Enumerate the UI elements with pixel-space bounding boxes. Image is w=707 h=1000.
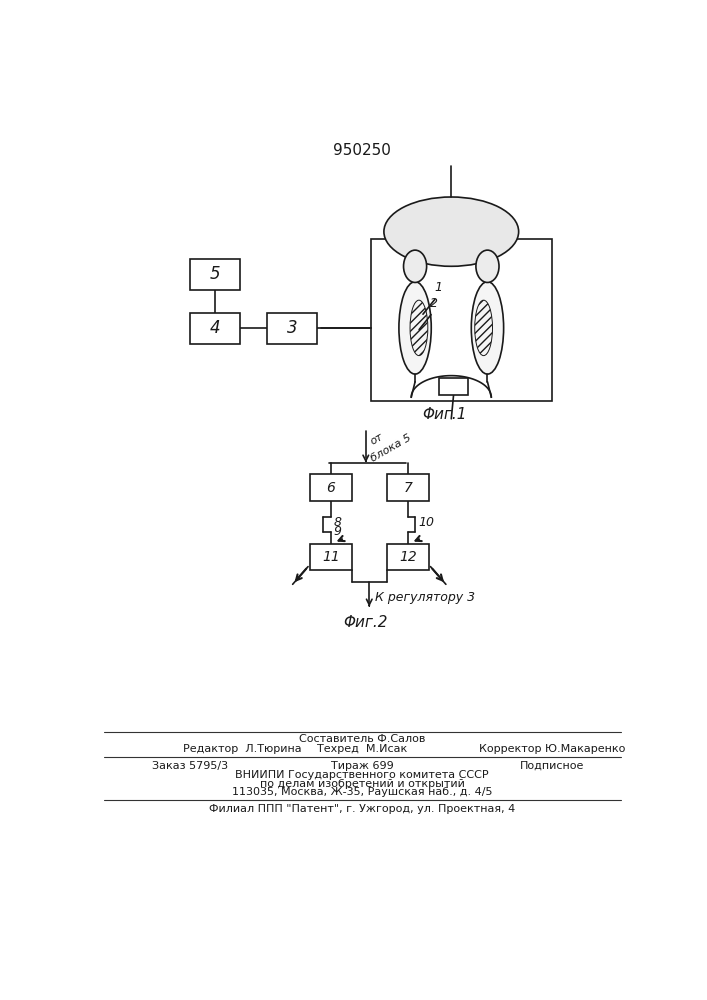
- Bar: [190, 259, 240, 290]
- Bar: [267, 313, 317, 344]
- Ellipse shape: [404, 250, 426, 282]
- Text: Филиал ППП "Патент", г. Ужгород, ул. Проектная, 4: Филиал ППП "Патент", г. Ужгород, ул. Про…: [209, 804, 515, 814]
- Text: К регулятору 3: К регулятору 3: [375, 591, 476, 604]
- Bar: [310, 474, 352, 501]
- Bar: [387, 544, 429, 570]
- Text: 7: 7: [403, 481, 412, 495]
- Text: Φиг.2: Φиг.2: [344, 615, 388, 630]
- Bar: [371, 239, 552, 401]
- Ellipse shape: [472, 282, 503, 374]
- Text: 5: 5: [210, 265, 221, 283]
- Text: блока 5: блока 5: [369, 432, 413, 464]
- Text: 4: 4: [210, 319, 221, 337]
- Text: 2: 2: [431, 297, 438, 310]
- Text: 113035, Москва, Ж-35, Раушская наб., д. 4/5: 113035, Москва, Ж-35, Раушская наб., д. …: [232, 787, 492, 797]
- Text: 9: 9: [334, 525, 342, 538]
- Text: 3: 3: [287, 319, 298, 337]
- Text: Составитель Ф.Салов: Составитель Ф.Салов: [299, 734, 425, 744]
- Bar: [310, 544, 352, 570]
- Text: Φиг.1: Φиг.1: [422, 407, 467, 422]
- Text: по делам изобретений и открытий: по делам изобретений и открытий: [259, 779, 464, 789]
- Text: 950250: 950250: [333, 143, 391, 158]
- Bar: [190, 313, 240, 344]
- Bar: [439, 378, 468, 395]
- Text: Тираж 699: Тираж 699: [331, 761, 393, 771]
- Text: Техред  М.Исак: Техред М.Исак: [317, 744, 407, 754]
- Bar: [387, 474, 429, 501]
- Text: Корректор Ю.Макаренко: Корректор Ю.Макаренко: [479, 744, 625, 754]
- Ellipse shape: [476, 250, 499, 282]
- Text: Заказ 5795/3: Заказ 5795/3: [152, 761, 228, 771]
- Text: 10: 10: [419, 516, 435, 529]
- Text: 1: 1: [434, 281, 442, 294]
- Text: от: от: [369, 431, 385, 446]
- Text: Подписное: Подписное: [520, 761, 584, 771]
- Text: 8: 8: [334, 516, 342, 529]
- Ellipse shape: [399, 282, 431, 374]
- Text: ВНИИПИ Государственного комитета СССР: ВНИИПИ Государственного комитета СССР: [235, 770, 489, 780]
- Text: 6: 6: [327, 481, 335, 495]
- Ellipse shape: [384, 197, 519, 266]
- Text: 11: 11: [322, 550, 339, 564]
- Text: Редактор  Л.Тюрина: Редактор Л.Тюрина: [182, 744, 301, 754]
- Text: 12: 12: [399, 550, 416, 564]
